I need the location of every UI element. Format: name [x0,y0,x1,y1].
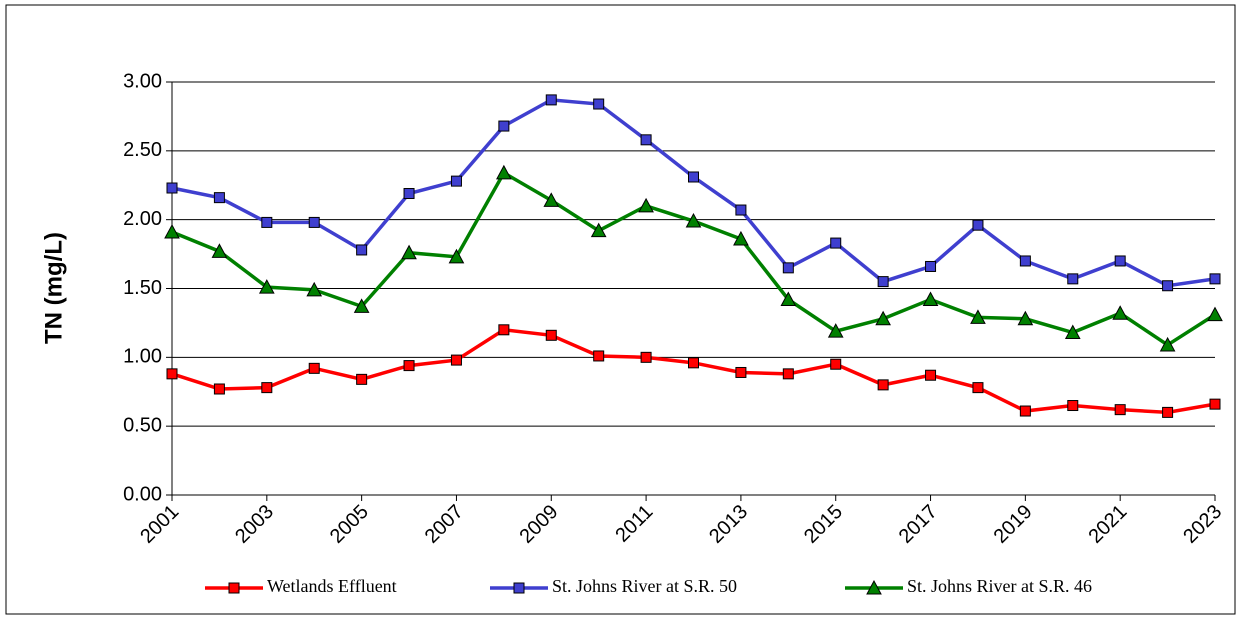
data-point [640,351,652,363]
data-point [261,216,273,228]
data-point [353,298,370,313]
data-point [545,94,557,106]
data-point [593,98,605,110]
data-point [1209,398,1221,410]
legend-marker [228,582,240,594]
data-point [1067,400,1079,412]
y-tick-label: 0.50 [123,414,162,436]
legend-label: Wetlands Effluent [267,576,397,596]
data-point [496,164,512,180]
data-point [970,309,986,324]
data-point [164,224,180,239]
data-point [1209,273,1221,285]
y-tick-label: 1.50 [123,277,162,299]
data-point [261,382,273,394]
data-point [782,368,794,380]
data-point [356,373,368,385]
y-axis-label: TN (mg/L) [40,232,67,344]
data-point [733,230,749,246]
data-point [356,244,368,256]
data-point [308,216,320,228]
data-point [450,354,462,366]
data-point [1114,255,1126,267]
data-point [1067,273,1079,285]
data-point [590,222,607,238]
data-point [1159,336,1176,352]
data-point [685,212,702,228]
data-point [1162,280,1174,292]
data-point [922,291,939,307]
data-point [1017,310,1034,326]
data-point [403,188,415,200]
data-point [213,192,225,204]
data-point [640,134,652,146]
data-point [877,276,889,288]
data-point [1019,405,1031,417]
data-point [545,329,557,341]
data-point [1114,404,1126,416]
y-tick-label: 3.00 [123,70,162,92]
data-point [401,244,417,260]
chart-frame [5,4,1236,615]
y-tick-label: 2.00 [123,208,162,230]
data-point [1162,406,1174,418]
data-point [875,310,891,326]
legend-label: St. Johns River at S.R. 50 [552,576,737,596]
data-point [1207,306,1223,322]
data-point [1112,305,1129,320]
data-point [213,383,225,395]
data-point [498,120,510,132]
data-point [306,281,323,297]
data-point [211,243,228,258]
y-tick-label: 1.00 [123,346,162,368]
y-tick-label: 0.00 [123,483,162,505]
y-tick-label: 2.50 [123,139,162,161]
data-point [166,368,178,380]
data-point [593,350,605,362]
data-point [450,175,462,187]
data-point [735,204,747,216]
data-point [972,382,984,394]
data-point [543,192,560,207]
data-point [877,379,889,391]
data-point [688,357,699,369]
data-point [925,260,937,272]
data-point [403,360,415,372]
data-point [925,369,937,381]
legend-marker [513,582,525,594]
data-point [258,279,275,294]
data-point [448,248,465,264]
data-point [166,182,178,194]
data-point [972,219,984,231]
data-point [830,358,842,370]
data-point [1064,324,1081,340]
data-point [782,262,794,274]
data-point [735,366,747,378]
data-point [1019,255,1031,267]
data-point [827,323,844,338]
data-point [308,362,320,374]
legend-marker [866,579,882,595]
data-point [638,197,654,213]
data-point [498,324,510,336]
data-point [830,237,842,249]
data-point [780,291,797,307]
data-point [688,171,699,183]
legend-label: St. Johns River at S.R. 46 [907,576,1092,596]
